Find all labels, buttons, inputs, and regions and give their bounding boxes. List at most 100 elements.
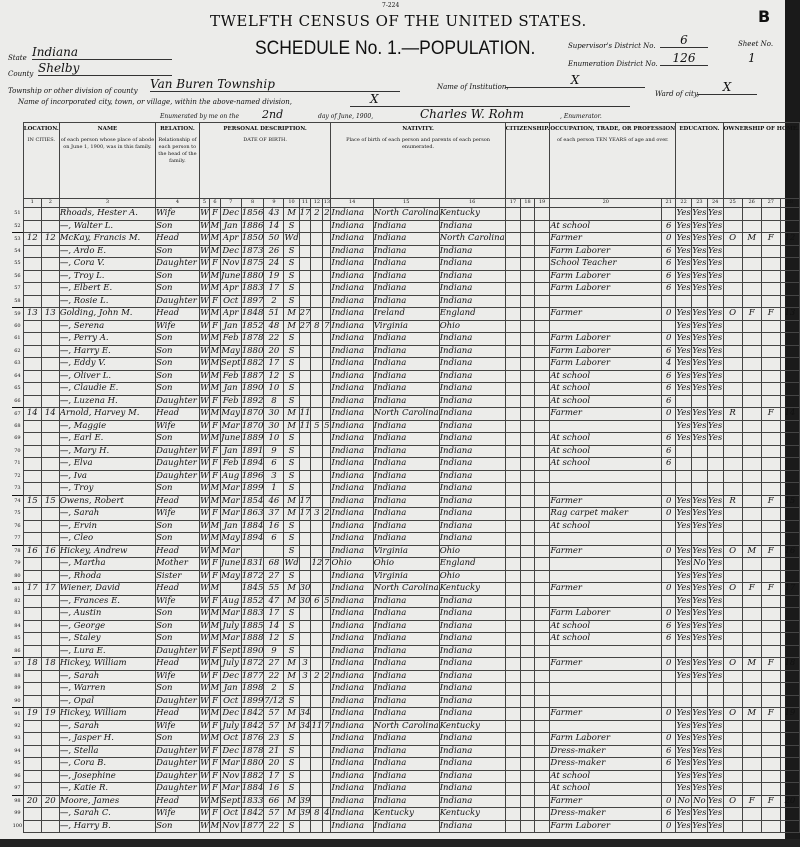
birth-month: Feb — [219, 369, 242, 383]
months-unemployed — [661, 482, 677, 496]
speaks-english: Yes — [706, 732, 724, 746]
children-living — [322, 757, 332, 771]
father-birthplace: Indiana — [372, 394, 440, 408]
dwelling-number: 17 — [22, 582, 42, 596]
name-header: NAME of each person whose place of abode … — [58, 122, 157, 199]
owned-or-rented — [722, 719, 743, 733]
table-row: 87 18 18 Hickey, William Head W M July 1872 27 M 3 I… — [12, 657, 800, 671]
free-or-mortgaged — [741, 432, 762, 446]
can-write: Yes — [691, 307, 708, 321]
color: W — [198, 582, 211, 596]
marital-status: S — [283, 732, 300, 746]
farm-or-house — [760, 282, 781, 296]
can-read: Yes — [675, 707, 692, 721]
children-born: 12 — [310, 557, 324, 571]
months-unemployed: 0 — [661, 507, 677, 521]
occupation: Farm Laborer — [549, 819, 663, 833]
city-value: X — [350, 93, 630, 107]
color: W — [198, 469, 211, 483]
farm-or-house — [760, 782, 781, 796]
farm-schedule-number — [779, 282, 800, 296]
marital-status: S — [283, 282, 300, 296]
family-number — [40, 294, 60, 308]
marital-status: M — [283, 507, 300, 521]
can-write — [691, 482, 708, 496]
family-number: 19 — [40, 707, 60, 721]
farm-schedule-number — [779, 457, 800, 471]
age: 17 — [263, 282, 285, 296]
person-name: —, Serena — [58, 319, 157, 333]
months-unemployed: 6 — [661, 619, 677, 633]
children-living — [322, 382, 332, 396]
birth-year: 1896 — [240, 469, 265, 483]
nativity-header: NATIVITY. Place of birth of each person a… — [330, 122, 506, 199]
children-living — [322, 407, 332, 421]
relation: Head — [155, 582, 200, 596]
children-born — [310, 244, 324, 258]
children-born — [310, 307, 324, 321]
sex: F — [209, 507, 221, 521]
line-number: 73 — [14, 485, 21, 491]
sex: F — [209, 807, 221, 821]
age: 68 — [263, 557, 285, 571]
can-write: Yes — [691, 432, 708, 446]
dwelling-number — [22, 519, 42, 533]
relation: Son — [155, 244, 200, 258]
mother-birthplace: Kentucky — [438, 207, 506, 221]
table-row: 93 —, Jasper H. Son W M Oct 1876 23 S Indiana Indi… — [12, 732, 800, 746]
birth-year: 1888 — [240, 632, 265, 646]
years-in-us — [520, 382, 535, 396]
father-birthplace: Indiana — [372, 732, 440, 746]
farm-schedule-number — [779, 732, 800, 746]
children-living — [322, 369, 332, 383]
birth-month: Nov — [219, 819, 242, 833]
months-unemployed: 6 — [661, 369, 677, 383]
free-or-mortgaged — [741, 607, 762, 621]
farm-or-house — [760, 669, 781, 683]
person-name: —, Cleo — [58, 532, 157, 546]
mother-birthplace: Indiana — [438, 769, 506, 783]
free-or-mortgaged — [741, 632, 762, 646]
birth-year: 1831 — [240, 557, 265, 571]
immigration-year — [504, 344, 522, 358]
census-title: TWELFTH CENSUS OF THE UNITED STATES. — [210, 12, 587, 30]
months-unemployed: 0 — [661, 307, 677, 321]
scan-bottom-edge — [0, 839, 800, 847]
naturalization — [533, 794, 551, 808]
line-number: 85 — [14, 635, 21, 642]
farm-schedule-number: 12 — [779, 232, 800, 246]
mother-birthplace: Indiana — [438, 782, 506, 796]
speaks-english: Yes — [706, 794, 724, 808]
years-married — [298, 744, 312, 758]
years-in-us — [520, 257, 535, 271]
color: W — [198, 619, 211, 633]
birthplace: Indiana — [330, 269, 374, 283]
father-birthplace: Indiana — [372, 382, 440, 396]
birth-year: 1842 — [240, 807, 265, 821]
farm-schedule-number: 13 — [779, 307, 800, 321]
years-married — [298, 682, 312, 696]
dwelling-number — [22, 382, 42, 396]
years-married: 39 — [298, 794, 312, 808]
father-birthplace: Indiana — [372, 432, 440, 446]
sex: M — [209, 494, 221, 508]
naturalization — [533, 544, 551, 558]
naturalization — [533, 569, 551, 583]
children-born — [310, 632, 324, 646]
naturalization — [533, 444, 551, 458]
years-in-us — [520, 357, 535, 371]
farm-schedule-number — [779, 244, 800, 258]
sex: M — [209, 482, 221, 496]
months-unemployed: 0 — [661, 494, 677, 508]
can-read: Yes — [675, 407, 692, 421]
farm-schedule-number — [779, 644, 800, 658]
children-born: 11 — [310, 719, 324, 733]
children-born — [310, 369, 324, 383]
immigration-year — [504, 744, 522, 758]
naturalization — [533, 669, 551, 683]
father-birthplace: Indiana — [372, 607, 440, 621]
immigration-year — [504, 294, 522, 308]
marital-status: M — [283, 657, 300, 671]
months-unemployed — [661, 569, 677, 583]
years-married — [298, 732, 312, 746]
